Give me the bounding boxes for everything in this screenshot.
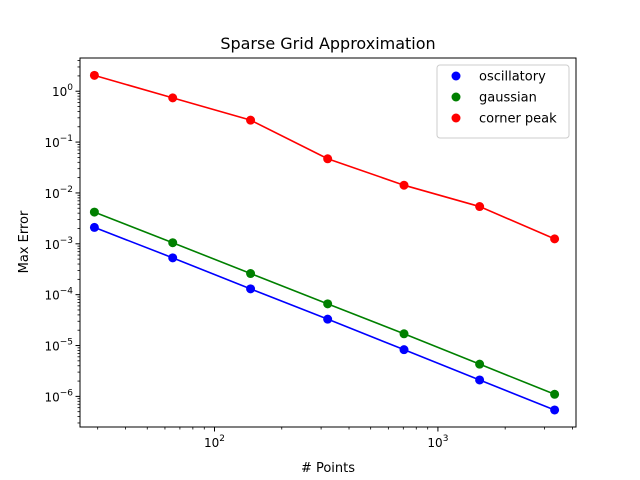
- chart-title: Sparse Grid Approximation: [220, 34, 435, 53]
- axis-ticks: 102 103 100 10−1 10−2 10−3 10−4 10−5 10−6: [44, 60, 573, 450]
- x-axis-label: # Points: [301, 461, 355, 476]
- data-point-oscillatory: [168, 253, 178, 263]
- data-point-oscillatory: [323, 314, 333, 324]
- data-point-oscillatory: [246, 284, 256, 294]
- data-point-corner-peak: [399, 180, 409, 190]
- legend-marker-oscillatory: [451, 71, 461, 81]
- y-tick-label: 100: [52, 83, 73, 99]
- legend-marker-gaussian: [451, 92, 461, 102]
- y-tick-label: 10−1: [44, 134, 73, 150]
- data-point-gaussian: [550, 389, 560, 399]
- y-tick-label: 10−5: [44, 338, 73, 354]
- data-point-oscillatory: [89, 222, 99, 232]
- data-point-gaussian: [323, 299, 333, 309]
- data-point-corner-peak: [246, 115, 256, 125]
- data-point-corner-peak: [168, 93, 178, 103]
- x-tick-label: 102: [204, 434, 225, 450]
- y-tick-label: 10−3: [44, 236, 73, 252]
- data-point-oscillatory: [399, 345, 409, 355]
- data-point-corner-peak: [550, 234, 560, 244]
- legend: oscillatory gaussian corner peak: [436, 64, 570, 139]
- data-point-gaussian: [246, 269, 256, 279]
- x-tick-label: 103: [427, 434, 448, 450]
- data-series: [89, 70, 560, 415]
- legend-label-oscillatory: oscillatory: [479, 70, 546, 85]
- data-point-gaussian: [475, 359, 485, 369]
- legend-label-gaussian: gaussian: [479, 91, 537, 106]
- data-point-gaussian: [89, 207, 99, 217]
- data-point-oscillatory: [475, 375, 485, 385]
- legend-label-corner-peak: corner peak: [479, 112, 557, 127]
- legend-marker-corner-peak: [451, 113, 461, 123]
- plot-frame: [79, 57, 577, 428]
- data-point-corner-peak: [323, 154, 333, 164]
- data-point-corner-peak: [89, 70, 99, 80]
- data-point-corner-peak: [475, 202, 485, 212]
- y-tick-label: 10−2: [44, 185, 73, 201]
- data-point-oscillatory: [550, 405, 560, 415]
- y-tick-label: 10−6: [44, 388, 73, 404]
- legend-box: [436, 64, 570, 139]
- y-axis-label: Max Error: [17, 210, 32, 273]
- data-point-gaussian: [168, 238, 178, 248]
- data-point-gaussian: [399, 329, 409, 339]
- y-tick-label: 10−4: [44, 287, 73, 303]
